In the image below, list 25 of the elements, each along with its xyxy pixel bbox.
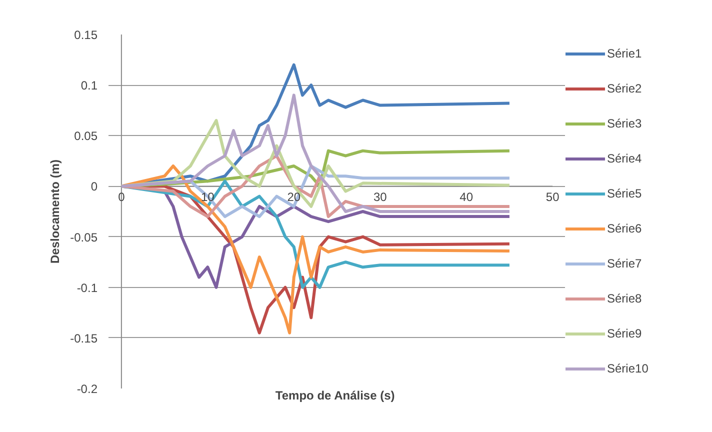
legend-label: Série9 [607,326,642,340]
y-tick-label: -0.2 [76,382,98,396]
y-tick-label: 0.1 [80,78,98,93]
line-series [120,94,511,213]
y-tick-label: 0.05 [74,129,98,144]
y-tick-label: 0.15 [74,28,98,42]
legend-label: Série8 [607,292,642,306]
legend-label: Série6 [607,222,642,236]
legend-label: Série3 [607,116,642,130]
legend-label: Série5 [607,186,642,200]
legend-label: Série4 [607,152,642,166]
legend-label: Série7 [607,256,642,270]
x-tick-label: 20 [287,190,301,204]
x-tick-label: 30 [373,190,388,204]
y-tick-label: -0.1 [76,280,98,295]
x-tick-label: 40 [460,190,474,204]
legend-label: Série10 [607,362,648,376]
x-axis-title: Tempo de Análise (s) [275,388,395,402]
y-tick-label: 0 [90,180,98,194]
x-tick-label: 50 [546,190,560,204]
legend-label: Série1 [607,46,642,60]
y-axis-title: Deslocamento (m) [48,159,62,264]
legend-label: Série2 [607,82,642,96]
y-tick-label: -0.05 [70,230,98,244]
y-tick-label: -0.15 [70,331,98,346]
